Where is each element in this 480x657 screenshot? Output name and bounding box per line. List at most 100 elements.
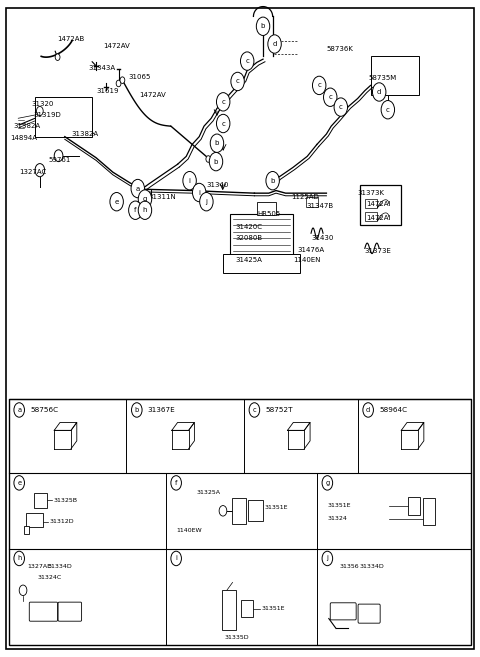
Text: 31476A: 31476A	[298, 246, 325, 253]
Circle shape	[216, 114, 230, 133]
FancyBboxPatch shape	[29, 602, 58, 622]
Circle shape	[120, 77, 125, 83]
Text: 31324: 31324	[327, 516, 347, 521]
Text: 31065: 31065	[129, 74, 151, 80]
Circle shape	[171, 476, 181, 490]
Text: 58752T: 58752T	[265, 407, 293, 413]
Text: HR505: HR505	[258, 211, 281, 217]
Circle shape	[171, 551, 181, 566]
Text: c: c	[236, 78, 240, 85]
Text: 31351E: 31351E	[262, 606, 285, 611]
FancyBboxPatch shape	[58, 602, 82, 622]
Text: 31356: 31356	[340, 564, 360, 570]
Circle shape	[209, 152, 223, 171]
Text: c: c	[221, 120, 225, 127]
Circle shape	[110, 193, 123, 211]
Text: c: c	[328, 94, 332, 101]
Text: 31430: 31430	[311, 235, 334, 241]
Circle shape	[36, 106, 43, 116]
Bar	[230, 214, 293, 256]
Text: 31325B: 31325B	[54, 498, 78, 503]
Circle shape	[256, 17, 270, 35]
FancyBboxPatch shape	[330, 603, 356, 620]
Text: 1140EW: 1140EW	[176, 528, 202, 533]
Text: c: c	[221, 99, 225, 105]
Text: a: a	[17, 407, 21, 413]
Text: 31311N: 31311N	[149, 194, 177, 200]
Text: 31420C: 31420C	[235, 223, 262, 230]
Text: 31334D: 31334D	[47, 564, 72, 570]
Circle shape	[324, 88, 337, 106]
Text: 1327AC: 1327AC	[19, 169, 47, 175]
Text: i: i	[198, 189, 200, 196]
Text: 1472AV: 1472AV	[103, 43, 130, 49]
Text: 14894A: 14894A	[11, 135, 37, 141]
Text: g: g	[325, 480, 329, 486]
Bar	[360, 185, 401, 225]
Text: 1472AI: 1472AI	[366, 215, 390, 221]
Text: 31312D: 31312D	[49, 520, 74, 524]
FancyBboxPatch shape	[358, 604, 380, 623]
Bar	[231, 498, 246, 524]
Text: 31324C: 31324C	[37, 575, 62, 580]
Circle shape	[210, 134, 224, 152]
Bar	[365, 212, 377, 221]
Text: h: h	[17, 555, 21, 562]
Text: 31373K: 31373K	[358, 190, 384, 196]
Bar	[241, 600, 253, 616]
Text: 31347B: 31347B	[306, 203, 334, 210]
Text: d: d	[366, 407, 370, 413]
Text: 31340: 31340	[206, 182, 229, 189]
Text: c: c	[245, 58, 249, 64]
Text: c: c	[317, 82, 321, 89]
Circle shape	[14, 476, 24, 490]
Circle shape	[206, 156, 211, 162]
Text: 31320: 31320	[31, 101, 54, 107]
Circle shape	[183, 171, 196, 190]
Bar	[408, 497, 420, 515]
Text: 1125AD: 1125AD	[291, 194, 319, 200]
Text: 31334D: 31334D	[360, 564, 385, 570]
Circle shape	[200, 193, 213, 211]
Circle shape	[312, 76, 326, 95]
Text: 32080B: 32080B	[235, 235, 263, 241]
Text: 31382A: 31382A	[71, 131, 98, 137]
Text: 1140EN: 1140EN	[293, 256, 320, 263]
Text: b: b	[261, 23, 265, 30]
Text: 1472AI: 1472AI	[366, 200, 390, 207]
Text: 31373E: 31373E	[365, 248, 392, 254]
Text: f: f	[175, 480, 177, 486]
Text: 31319D: 31319D	[34, 112, 61, 118]
Circle shape	[54, 150, 63, 162]
Bar	[306, 197, 318, 207]
Circle shape	[219, 506, 227, 516]
Circle shape	[131, 179, 144, 198]
Text: i: i	[175, 555, 177, 562]
Text: 1327AE: 1327AE	[28, 564, 52, 570]
Text: i: i	[189, 177, 191, 184]
Circle shape	[19, 585, 27, 595]
Bar	[34, 493, 47, 507]
Text: 31425A: 31425A	[235, 256, 262, 263]
Circle shape	[322, 476, 333, 490]
Text: 58735M: 58735M	[369, 74, 397, 81]
Circle shape	[363, 403, 373, 417]
Text: 58736K: 58736K	[326, 45, 353, 52]
Text: b: b	[135, 407, 139, 413]
Circle shape	[129, 201, 142, 219]
Circle shape	[14, 403, 24, 417]
Text: 31619: 31619	[96, 87, 119, 94]
Bar	[223, 254, 300, 273]
Text: 1472AV: 1472AV	[139, 92, 166, 99]
Text: b: b	[214, 158, 218, 165]
Text: 59761: 59761	[48, 156, 71, 163]
Text: d: d	[272, 41, 277, 47]
Circle shape	[35, 164, 45, 177]
Circle shape	[322, 551, 333, 566]
Bar	[249, 499, 263, 520]
Bar	[365, 199, 377, 208]
Bar	[9, 399, 471, 645]
Circle shape	[138, 190, 152, 208]
Circle shape	[14, 551, 24, 566]
Text: 31351E: 31351E	[327, 503, 351, 508]
